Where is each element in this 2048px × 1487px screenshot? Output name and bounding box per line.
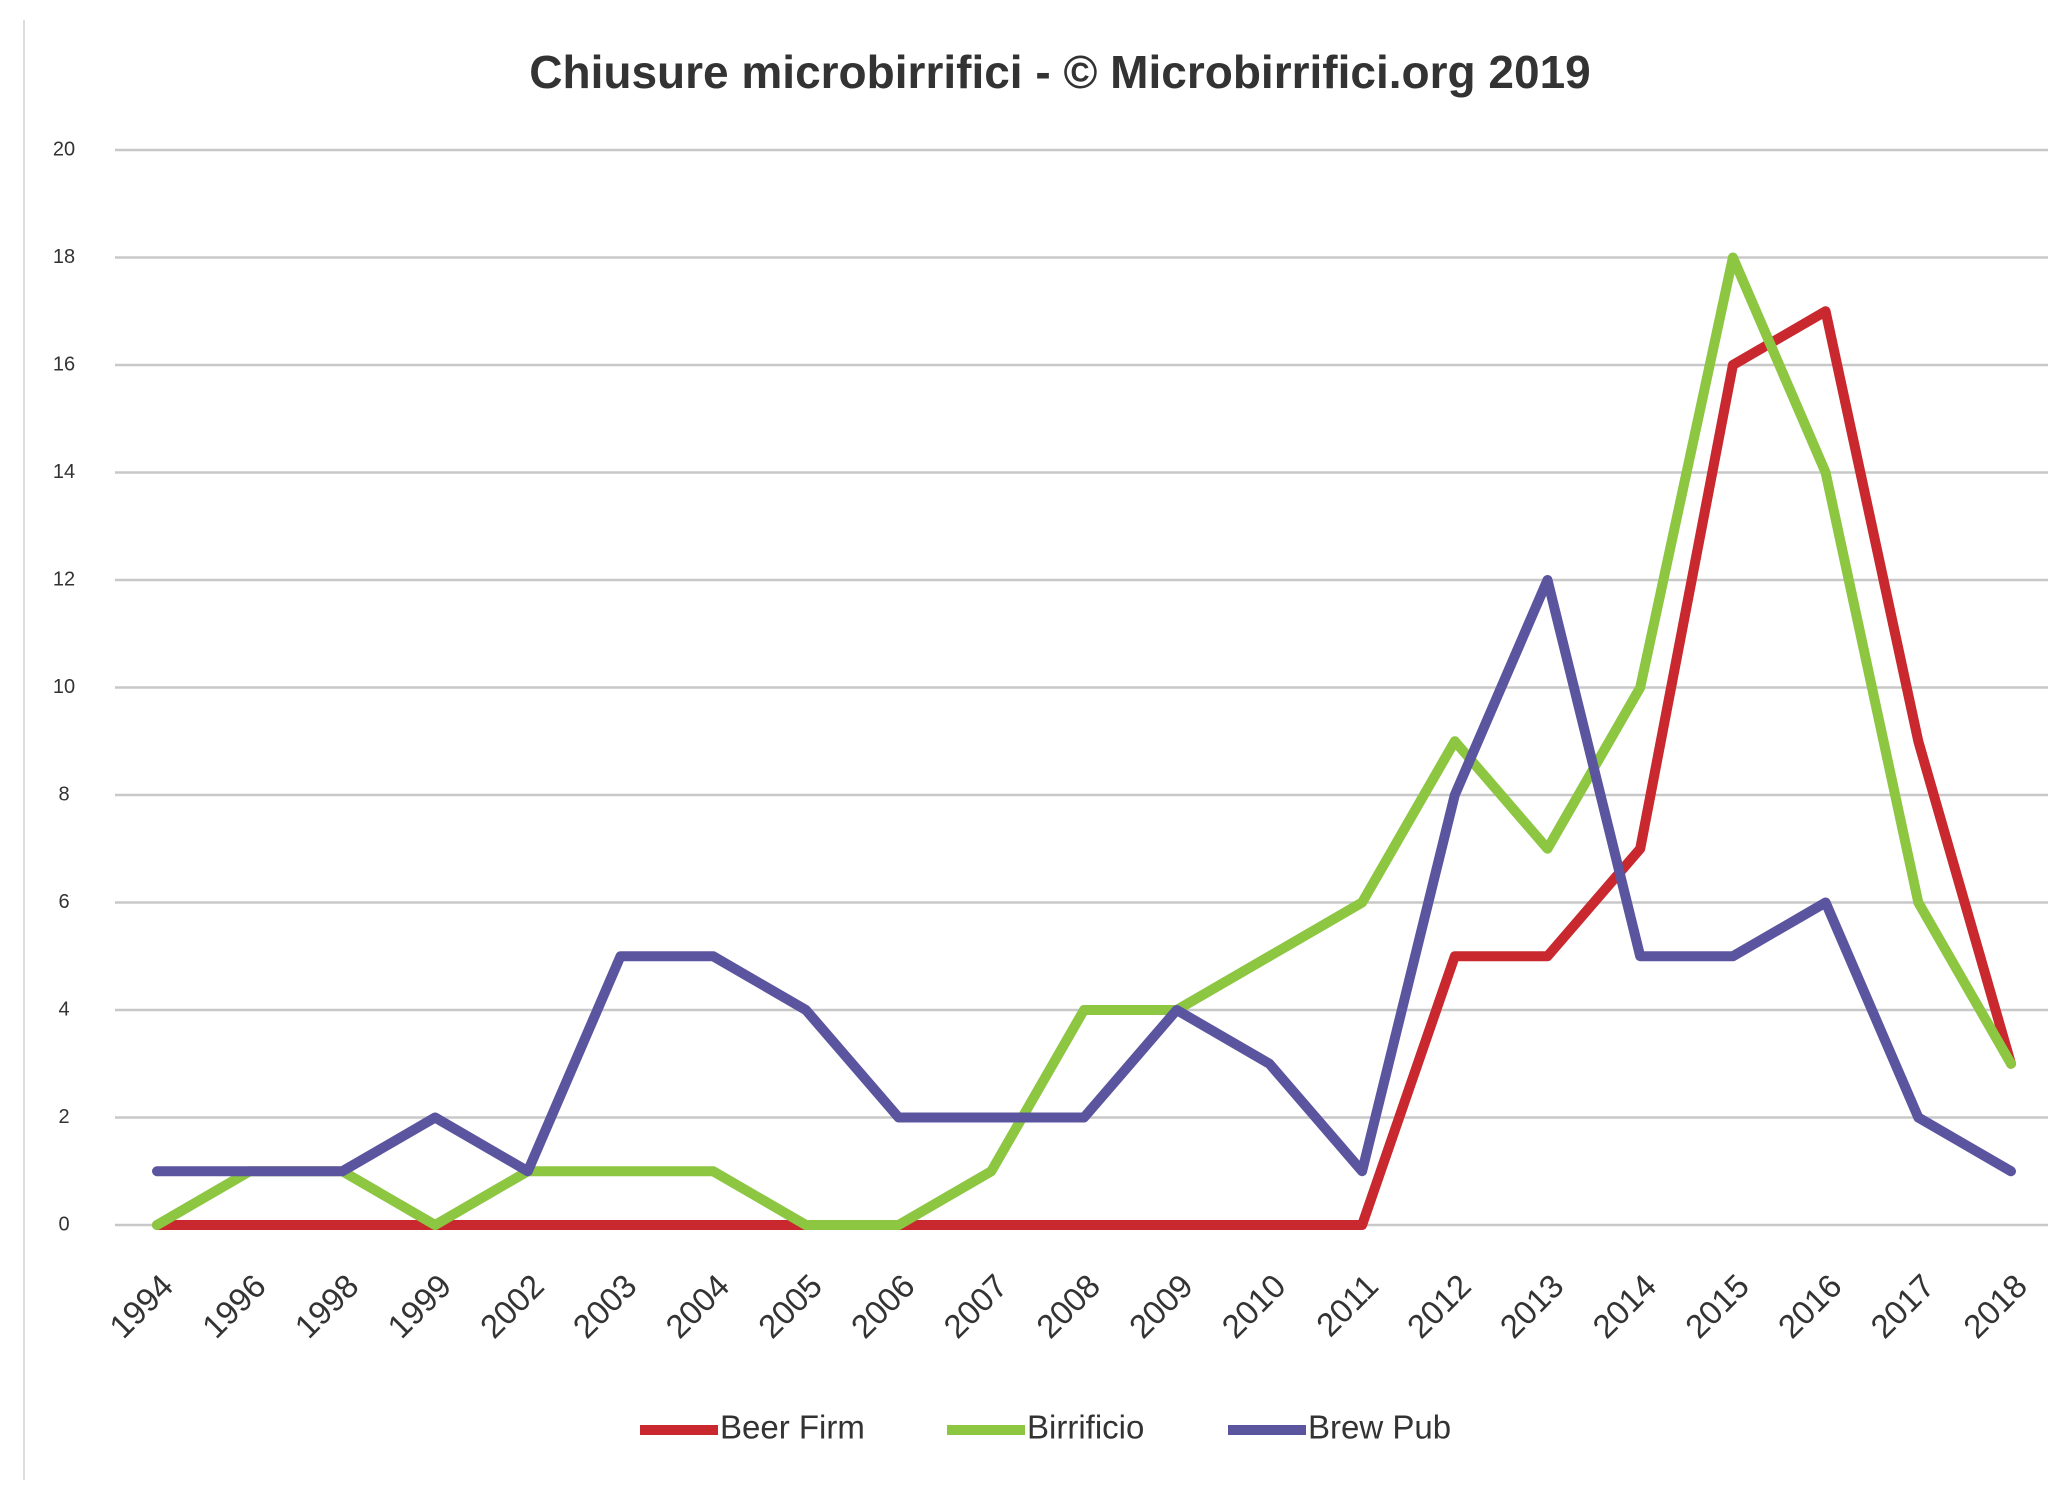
x-tick-label: 1999	[380, 1267, 458, 1345]
y-tick-label: 8	[58, 783, 69, 805]
y-tick-label: 0	[58, 1213, 69, 1235]
x-tick-label: 2008	[1029, 1267, 1107, 1345]
x-tick-label: 1996	[195, 1267, 273, 1345]
x-tick-label: 2004	[658, 1267, 736, 1345]
x-tick-label: 2007	[936, 1267, 1014, 1345]
x-tick-label: 2005	[751, 1267, 829, 1345]
x-tick-label: 2013	[1493, 1267, 1571, 1345]
y-tick-label: 6	[58, 891, 69, 913]
y-tick-label: 12	[53, 568, 75, 590]
y-tick-label: 4	[58, 998, 69, 1020]
chart-title: Chiusure microbirrifici - © Microbirrifi…	[529, 46, 1590, 98]
x-tick-label: 2014	[1585, 1267, 1663, 1345]
x-tick-label: 2003	[566, 1267, 644, 1345]
x-tick-label: 2010	[1214, 1267, 1292, 1345]
series-line	[152, 306, 2016, 1230]
legend-label: Beer Firm	[720, 1409, 865, 1446]
legend-label: Brew Pub	[1308, 1409, 1451, 1446]
x-tick-label: 2012	[1400, 1267, 1478, 1345]
x-tick-label: 2006	[844, 1267, 922, 1345]
x-tick-label: 2009	[1122, 1267, 1200, 1345]
x-tick-label: 2016	[1771, 1267, 1849, 1345]
x-tick-label: 2011	[1309, 1267, 1385, 1343]
x-tick-label: 2018	[1956, 1267, 2034, 1345]
x-tick-label: 2017	[1863, 1267, 1941, 1345]
series-line	[152, 252, 2016, 1230]
y-tick-label: 18	[53, 246, 75, 268]
series-line	[152, 575, 2016, 1177]
x-tick-label: 1994	[102, 1267, 180, 1345]
y-tick-label: 10	[53, 676, 75, 698]
y-tick-label: 2	[58, 1106, 69, 1128]
x-tick-label: 2015	[1678, 1267, 1756, 1345]
y-tick-label: 20	[53, 138, 75, 160]
legend-label: Birrificio	[1027, 1409, 1144, 1446]
x-tick-label: 1998	[287, 1267, 365, 1345]
y-tick-label: 14	[53, 461, 75, 483]
x-tick-label: 2002	[473, 1267, 551, 1345]
y-tick-label: 16	[53, 353, 75, 375]
